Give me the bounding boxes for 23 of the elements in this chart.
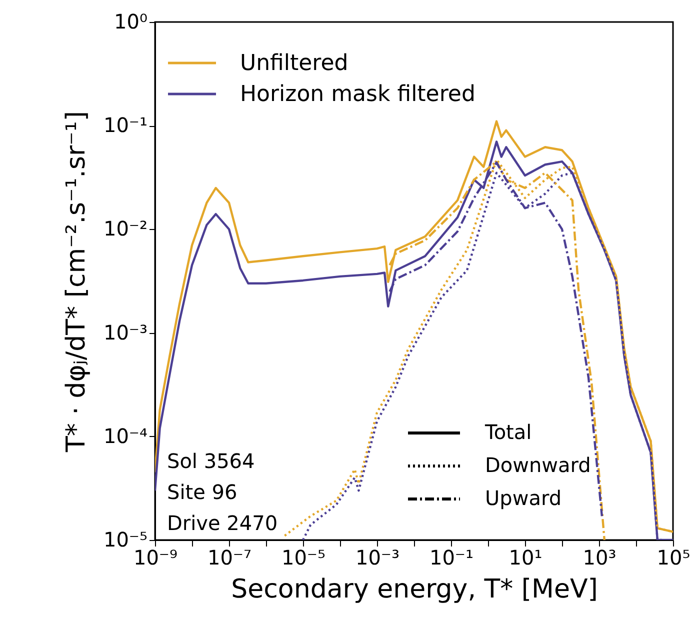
annotation: Sol 3564	[167, 449, 255, 473]
x-tick-label: 10⁻³	[355, 546, 400, 570]
y-tick-label: 10⁻¹	[103, 113, 148, 138]
annotation: Downward	[485, 453, 591, 477]
legend-label: Horizon mask filtered	[240, 82, 476, 107]
x-axis-title: Secondary energy, T* [MeV]	[231, 574, 598, 604]
x-tick-label: 10⁻⁹	[133, 546, 178, 570]
y-axis-title: T* · dφⱼ/dT* [cm⁻².s⁻¹.sr⁻¹]	[61, 111, 92, 453]
annotation: Total	[484, 420, 532, 444]
annotation: Site 96	[167, 480, 238, 504]
y-tick-label: 10⁰	[114, 10, 148, 34]
y-tick-label: 10⁻²	[103, 216, 148, 241]
annotation: Drive 2470	[167, 511, 278, 535]
y-tick-label: 10⁻⁴	[103, 424, 148, 448]
y-tick-label: 10⁻³	[103, 320, 148, 344]
x-tick-label: 10⁻⁵	[281, 546, 326, 570]
x-tick-label: 10¹	[508, 546, 542, 570]
x-tick-label: 10⁻⁷	[207, 546, 252, 570]
x-tick-label: 10⁻¹	[429, 546, 474, 570]
x-tick-label: 10⁵	[656, 546, 690, 570]
annotation: Upward	[485, 486, 562, 510]
legend-label: Unfiltered	[240, 51, 348, 76]
x-tick-label: 10³	[582, 546, 616, 570]
